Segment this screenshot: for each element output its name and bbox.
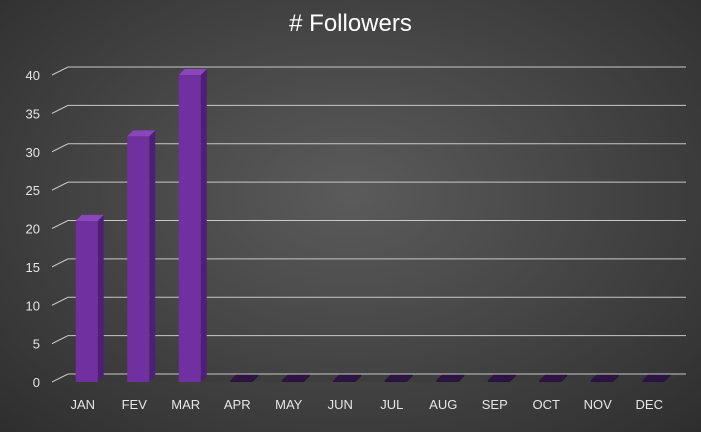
x-tick-label: JAN xyxy=(70,397,95,412)
y-tick-label: 5 xyxy=(33,337,40,352)
bar-aug xyxy=(436,380,459,382)
y-tick-label: 30 xyxy=(26,145,40,160)
gridline-depth xyxy=(51,104,69,114)
x-tick-label: JUL xyxy=(380,397,403,412)
bar-side xyxy=(252,374,259,382)
y-tick-label: 0 xyxy=(33,375,40,390)
x-tick-label: MAY xyxy=(275,397,303,412)
bar-top xyxy=(487,374,516,381)
bar-top xyxy=(590,374,619,381)
bar-top xyxy=(178,69,207,75)
gridline-depth xyxy=(51,181,69,191)
bar-side xyxy=(149,130,156,382)
bar-fev xyxy=(127,136,150,382)
x-tick-label: OCT xyxy=(533,397,561,412)
bar-side xyxy=(458,374,465,382)
gridline-depth xyxy=(51,258,69,268)
gridline-depth xyxy=(51,66,69,76)
x-tick-label: SEP xyxy=(482,397,508,412)
bar-top xyxy=(384,374,413,381)
x-tick-label: MAR xyxy=(171,397,200,412)
bar-may xyxy=(281,380,304,382)
bar-apr xyxy=(230,380,253,382)
y-tick-label: 10 xyxy=(26,298,40,313)
gridline-depth xyxy=(51,143,69,153)
y-tick-label: 35 xyxy=(26,106,40,121)
bar-side xyxy=(200,69,207,382)
bar-dec xyxy=(642,380,665,382)
bar-jun xyxy=(333,380,356,382)
gridline-depth xyxy=(51,335,69,345)
bar-sep xyxy=(487,380,510,382)
gridline-depth xyxy=(51,296,69,306)
chart-title: # Followers xyxy=(289,10,412,37)
bar-side xyxy=(664,374,671,382)
y-tick-label: 25 xyxy=(26,183,40,198)
bar-side xyxy=(303,374,310,382)
gridline-depth xyxy=(51,220,69,229)
bar-top xyxy=(230,374,259,381)
x-tick-label: DEC xyxy=(636,397,663,412)
x-tick-label: AUG xyxy=(429,397,457,412)
gridline-depth xyxy=(51,373,69,383)
bar-oct xyxy=(539,380,562,382)
bar-top xyxy=(333,374,362,381)
bar-side xyxy=(406,374,413,382)
y-tick-label: 15 xyxy=(26,260,40,275)
bar-side xyxy=(509,374,516,382)
bar-top xyxy=(127,130,156,137)
bar-mar xyxy=(178,75,201,382)
y-tick-label: 20 xyxy=(26,222,40,237)
x-tick-label: JUN xyxy=(328,397,353,412)
bar-nov xyxy=(590,380,613,382)
bar-top xyxy=(539,374,568,381)
bar-side xyxy=(612,374,619,382)
x-tick-label: FEV xyxy=(122,397,148,412)
bar-side xyxy=(97,214,104,382)
bar-top xyxy=(642,374,671,381)
bar-top xyxy=(281,374,310,381)
bar-side xyxy=(561,374,568,382)
bar-top xyxy=(436,374,465,381)
bar-side xyxy=(355,374,362,382)
bar-jul xyxy=(384,380,407,382)
y-tick-label: 40 xyxy=(26,68,40,83)
bar-jan xyxy=(75,220,98,382)
x-tick-label: NOV xyxy=(584,397,613,412)
x-tick-label: APR xyxy=(224,397,251,412)
bar-top xyxy=(75,214,104,221)
chart-floor xyxy=(52,374,686,382)
